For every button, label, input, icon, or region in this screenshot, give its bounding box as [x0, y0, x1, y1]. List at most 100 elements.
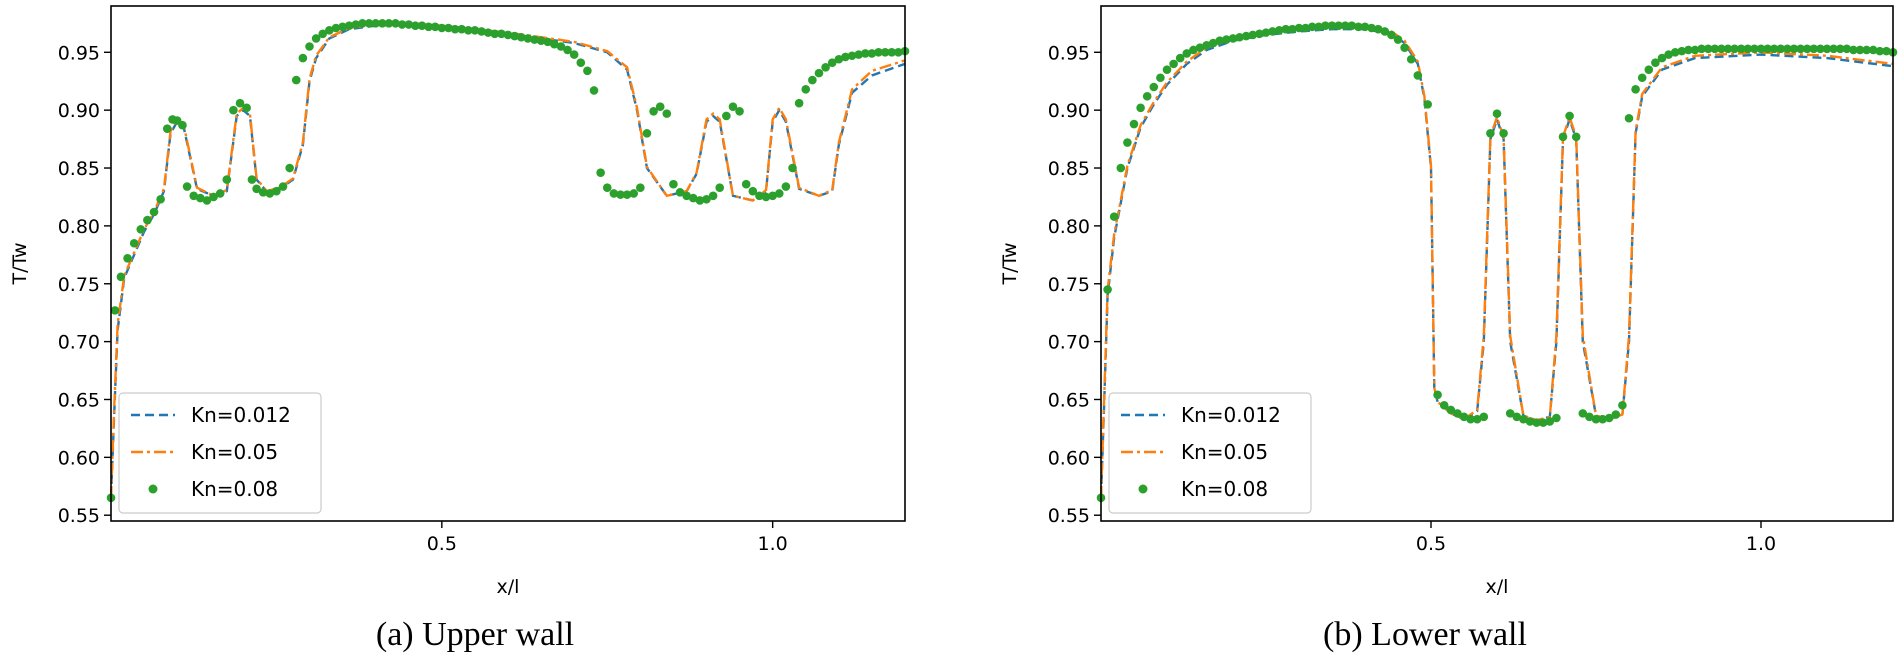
data-point: [887, 47, 897, 57]
data-point: [444, 23, 453, 33]
data-point: [1565, 111, 1574, 121]
data-point: [708, 191, 718, 201]
data-point: [1842, 44, 1852, 54]
y-tick-label: 0.65: [1048, 389, 1090, 411]
data-point: [1281, 24, 1291, 34]
data-point: [298, 53, 308, 63]
data-point: [265, 189, 275, 198]
chart-upper-wall: 0.55 0.60 0.65 0.70 0.75 0.80 0.85 0.90 0.95 0.5 1…: [9, 5, 910, 598]
data-point: [1882, 46, 1891, 56]
y-tick-label: 0.95: [58, 42, 100, 64]
data-point: [801, 85, 811, 94]
plot-frame: [110, 5, 906, 522]
data-point: [411, 21, 420, 30]
data-point: [497, 29, 506, 39]
data-point: [1822, 44, 1832, 54]
data-point: [1868, 45, 1878, 55]
data-point: [715, 183, 725, 192]
data-point: [1664, 50, 1673, 59]
data-point: [1413, 71, 1423, 80]
data-point: [1340, 21, 1350, 30]
data-point: [1189, 45, 1198, 55]
data-point: [1816, 44, 1825, 54]
x-axis-title: x/l: [497, 576, 520, 598]
data-point: [222, 175, 232, 184]
data-point: [629, 189, 639, 198]
data-point: [358, 19, 367, 28]
data-point: [110, 306, 120, 315]
data-point: [649, 107, 658, 116]
data-point: [867, 49, 877, 58]
data-point: [768, 191, 777, 201]
data-point: [1288, 24, 1297, 34]
data-point: [1835, 44, 1845, 54]
data-point: [1703, 44, 1713, 54]
data-point: [609, 189, 619, 198]
data-point: [490, 29, 500, 39]
legend-label: Kn=0.012: [191, 403, 291, 427]
data-point: [430, 22, 440, 32]
data-point: [285, 163, 294, 173]
data-point: [1684, 45, 1693, 55]
y-tick-label: 0.80: [1048, 216, 1090, 238]
legend-marker-dots: [148, 484, 158, 494]
caption-lower-wall: (b) Lower wall: [1323, 616, 1527, 653]
data-point: [305, 42, 314, 51]
data-point: [1195, 43, 1205, 52]
data-point: [1156, 73, 1165, 83]
data-point: [364, 19, 374, 28]
data-point: [1406, 54, 1416, 64]
data-point: [371, 19, 380, 28]
data-point: [258, 188, 268, 197]
data-point: [1697, 44, 1706, 54]
data-point: [1552, 413, 1561, 423]
data-point: [1651, 58, 1660, 68]
y-tick-label: 0.75: [1048, 274, 1090, 296]
data-point: [417, 21, 427, 30]
data-point: [1717, 44, 1726, 54]
data-point: [1637, 73, 1647, 83]
data-point: [1657, 53, 1667, 63]
data-point: [1301, 23, 1310, 33]
data-point: [1545, 417, 1555, 426]
data-point: [1248, 30, 1258, 40]
data-point: [209, 192, 218, 202]
series-kn-dots: [1096, 21, 1898, 503]
data-point: [1730, 44, 1739, 54]
data-point: [1690, 45, 1700, 55]
data-point: [728, 102, 738, 111]
panel-lower-wall: 0.55 0.60 0.65 0.70 0.75 0.80 0.85 0.90 0.95 0.5 1…: [950, 0, 1900, 667]
data-point: [503, 30, 513, 40]
data-point: [377, 19, 387, 28]
data-point: [576, 58, 586, 68]
data-point: [741, 179, 751, 189]
y-tick-label: 0.65: [58, 389, 100, 411]
data-point: [129, 238, 139, 248]
data-point: [1849, 45, 1858, 55]
data-point: [344, 21, 354, 30]
data-point: [1591, 414, 1601, 424]
data-point: [116, 272, 126, 282]
data-point: [1862, 45, 1871, 55]
legend-box: [1108, 392, 1312, 514]
y-tick-label: 0.55: [58, 505, 100, 527]
data-point: [404, 20, 414, 29]
y-tick-label: 0.90: [58, 100, 100, 122]
x-tick-label: 0.5: [427, 533, 457, 555]
data-point: [523, 34, 533, 43]
data-point: [1855, 45, 1865, 55]
data-point: [1783, 44, 1792, 54]
data-point: [808, 75, 817, 85]
data-point: [1796, 44, 1805, 54]
data-point: [774, 189, 784, 198]
data-point: [1736, 44, 1746, 54]
data-point: [814, 68, 824, 78]
data-point: [1763, 44, 1772, 54]
y-tick-label: 0.90: [1048, 100, 1090, 122]
data-point: [1241, 31, 1251, 41]
data-point: [338, 22, 347, 32]
y-tick-label: 0.85: [1048, 158, 1090, 180]
data-point: [748, 186, 758, 196]
legend-box: [118, 392, 322, 514]
data-point: [589, 86, 599, 95]
